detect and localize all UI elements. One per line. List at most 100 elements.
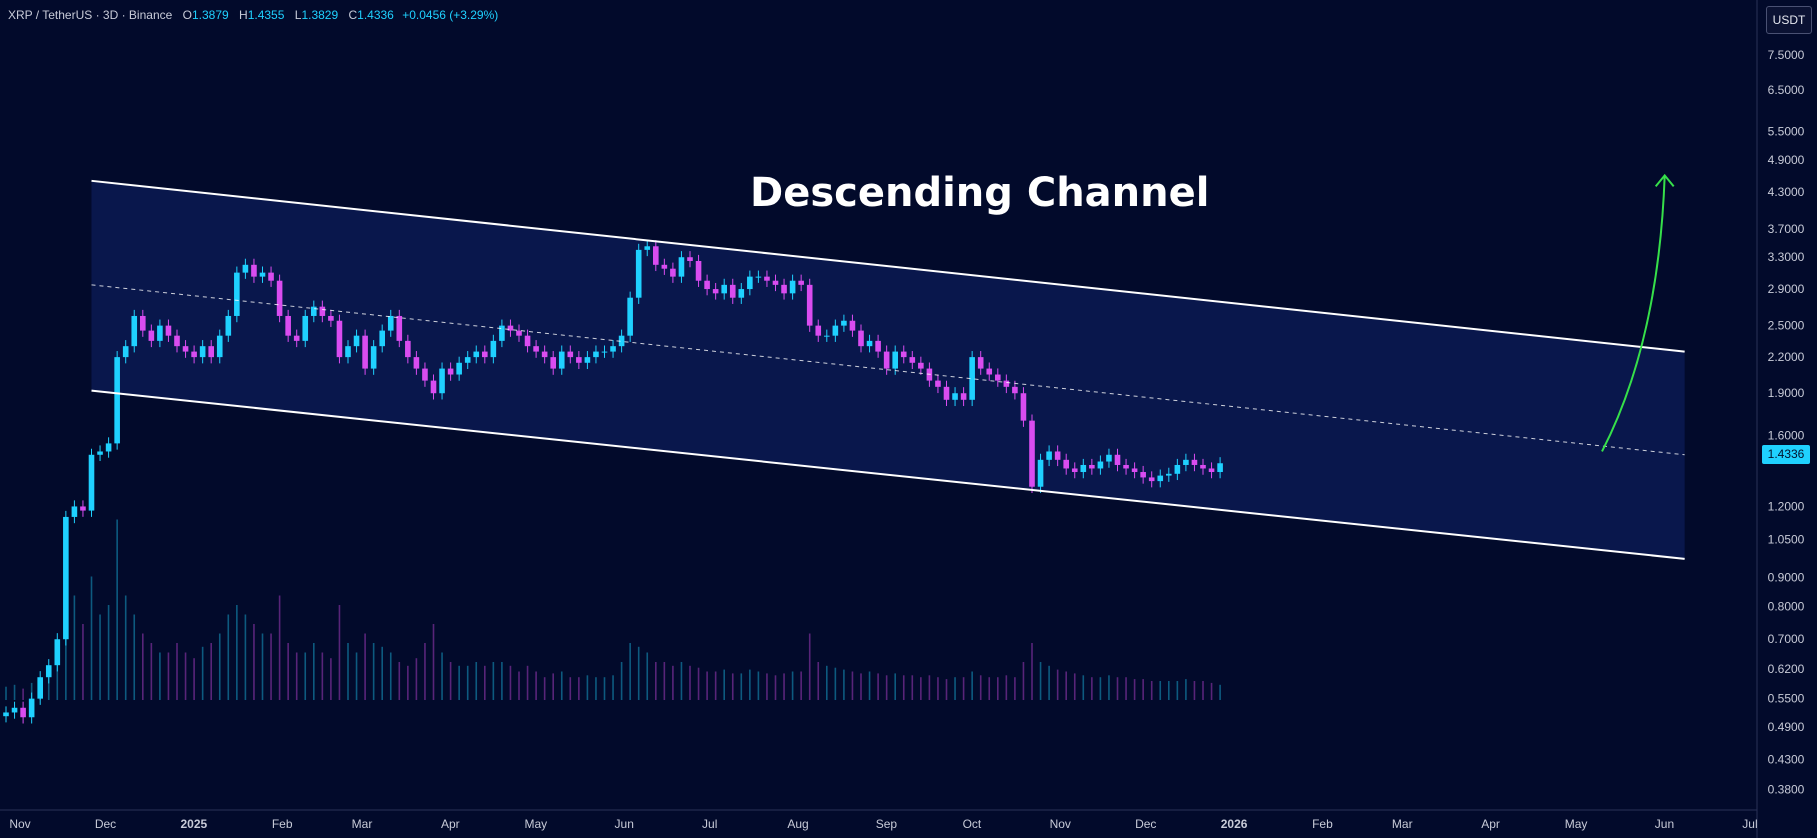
volume-bar bbox=[1193, 681, 1196, 700]
open-value: 1.3879 bbox=[191, 8, 229, 22]
volume-bar bbox=[210, 643, 212, 700]
volume-bar bbox=[791, 671, 794, 700]
candle-body bbox=[1029, 420, 1035, 487]
volume-bar bbox=[30, 682, 33, 700]
currency-button[interactable]: USDT bbox=[1766, 6, 1812, 34]
candle-body bbox=[285, 315, 291, 336]
volume-bar bbox=[1108, 675, 1110, 700]
candle-body bbox=[695, 260, 702, 281]
candle-body bbox=[900, 351, 907, 358]
time-tick-label: Jul bbox=[702, 817, 717, 831]
low-label: L bbox=[294, 8, 302, 22]
candle-body bbox=[798, 280, 804, 285]
volume-bar bbox=[586, 675, 589, 700]
volume-bar bbox=[313, 643, 315, 700]
price-tick-label: 2.9000 bbox=[1768, 282, 1805, 296]
volume-bar bbox=[971, 671, 973, 700]
price-tick-label: 2.2000 bbox=[1768, 350, 1805, 364]
candle-body bbox=[97, 451, 103, 455]
candle-body bbox=[1131, 468, 1138, 473]
time-tick-label: Jul bbox=[1742, 817, 1757, 831]
volume-bar bbox=[321, 652, 324, 700]
candle-body bbox=[678, 257, 685, 277]
volume-bar bbox=[1014, 677, 1016, 700]
volume-bar bbox=[552, 673, 554, 700]
candle-body bbox=[558, 351, 565, 369]
candle-body bbox=[576, 357, 582, 363]
volume-bar bbox=[244, 614, 247, 700]
candle-body bbox=[584, 357, 591, 363]
channel-annotation: Descending Channel bbox=[750, 170, 1210, 216]
volume-bar bbox=[475, 662, 478, 700]
volume-bar bbox=[560, 671, 563, 700]
volume-bar bbox=[749, 669, 751, 700]
volume-bar bbox=[1091, 677, 1093, 700]
price-tick-label: 3.3000 bbox=[1768, 250, 1805, 264]
candle-body bbox=[883, 351, 890, 369]
price-tick-label: 0.7000 bbox=[1768, 632, 1805, 646]
candle-body bbox=[336, 320, 343, 358]
volume-bar bbox=[518, 671, 520, 700]
volume-bar bbox=[1159, 681, 1162, 700]
volume-bar bbox=[937, 677, 939, 700]
volume-bar bbox=[116, 519, 118, 700]
candle-body bbox=[1157, 475, 1164, 482]
price-tick-label: 0.8000 bbox=[1768, 599, 1805, 613]
candle-body bbox=[1089, 464, 1095, 469]
volume-bar bbox=[979, 675, 982, 700]
volume-bar bbox=[1048, 665, 1050, 700]
volume-bar bbox=[783, 673, 785, 700]
volume-bar bbox=[731, 673, 734, 700]
candle-body bbox=[362, 335, 368, 369]
candle-body bbox=[764, 276, 770, 281]
candle-body bbox=[507, 325, 514, 331]
candle-body bbox=[114, 357, 120, 444]
candle-body bbox=[721, 284, 727, 294]
volume-bar bbox=[894, 673, 896, 700]
volume-bar bbox=[928, 675, 931, 700]
arrow-head-icon bbox=[1654, 173, 1675, 188]
candle-body bbox=[704, 280, 710, 290]
volume-bar bbox=[1219, 684, 1221, 700]
candle-body bbox=[533, 346, 539, 352]
volume-bar bbox=[1031, 643, 1033, 700]
volume-bar bbox=[851, 671, 854, 700]
volume-bar bbox=[5, 686, 7, 700]
volume-bar bbox=[1210, 682, 1213, 700]
candle-body bbox=[909, 357, 916, 363]
candle-body bbox=[447, 368, 454, 375]
volume-bar bbox=[1116, 677, 1119, 700]
volume-bar bbox=[603, 677, 606, 700]
volume-bar bbox=[1039, 662, 1042, 700]
candle-body bbox=[490, 340, 497, 358]
candle-body bbox=[37, 677, 43, 699]
price-tick-label: 0.9000 bbox=[1768, 570, 1805, 584]
candle-body bbox=[1097, 461, 1104, 469]
volume-bar bbox=[73, 595, 76, 700]
volume-bar bbox=[1150, 681, 1153, 700]
volume-bar bbox=[723, 669, 725, 700]
candle-body bbox=[1148, 477, 1155, 482]
candle-body bbox=[379, 330, 385, 347]
candle-body bbox=[353, 335, 360, 347]
volume-bar bbox=[159, 652, 161, 700]
volume-bar bbox=[90, 576, 93, 700]
last-price-tag: 1.4336 bbox=[1762, 445, 1810, 464]
price-tick-label: 0.5500 bbox=[1768, 692, 1805, 706]
candle-body bbox=[1166, 473, 1172, 476]
volume-bar bbox=[766, 673, 768, 700]
candle-body bbox=[935, 380, 941, 387]
volume-bar bbox=[1065, 671, 1067, 700]
volume-bar bbox=[988, 677, 991, 700]
candle-body bbox=[456, 362, 462, 375]
volume-bar bbox=[578, 677, 580, 700]
candle-body bbox=[806, 284, 813, 326]
volume-bar bbox=[432, 624, 435, 700]
volume-bar bbox=[389, 652, 392, 700]
price-tick-label: 2.5000 bbox=[1768, 319, 1805, 333]
candle-body bbox=[242, 264, 249, 273]
price-tick-label: 1.6000 bbox=[1768, 429, 1805, 443]
candle-body bbox=[1012, 386, 1018, 394]
volume-bar bbox=[962, 677, 965, 700]
